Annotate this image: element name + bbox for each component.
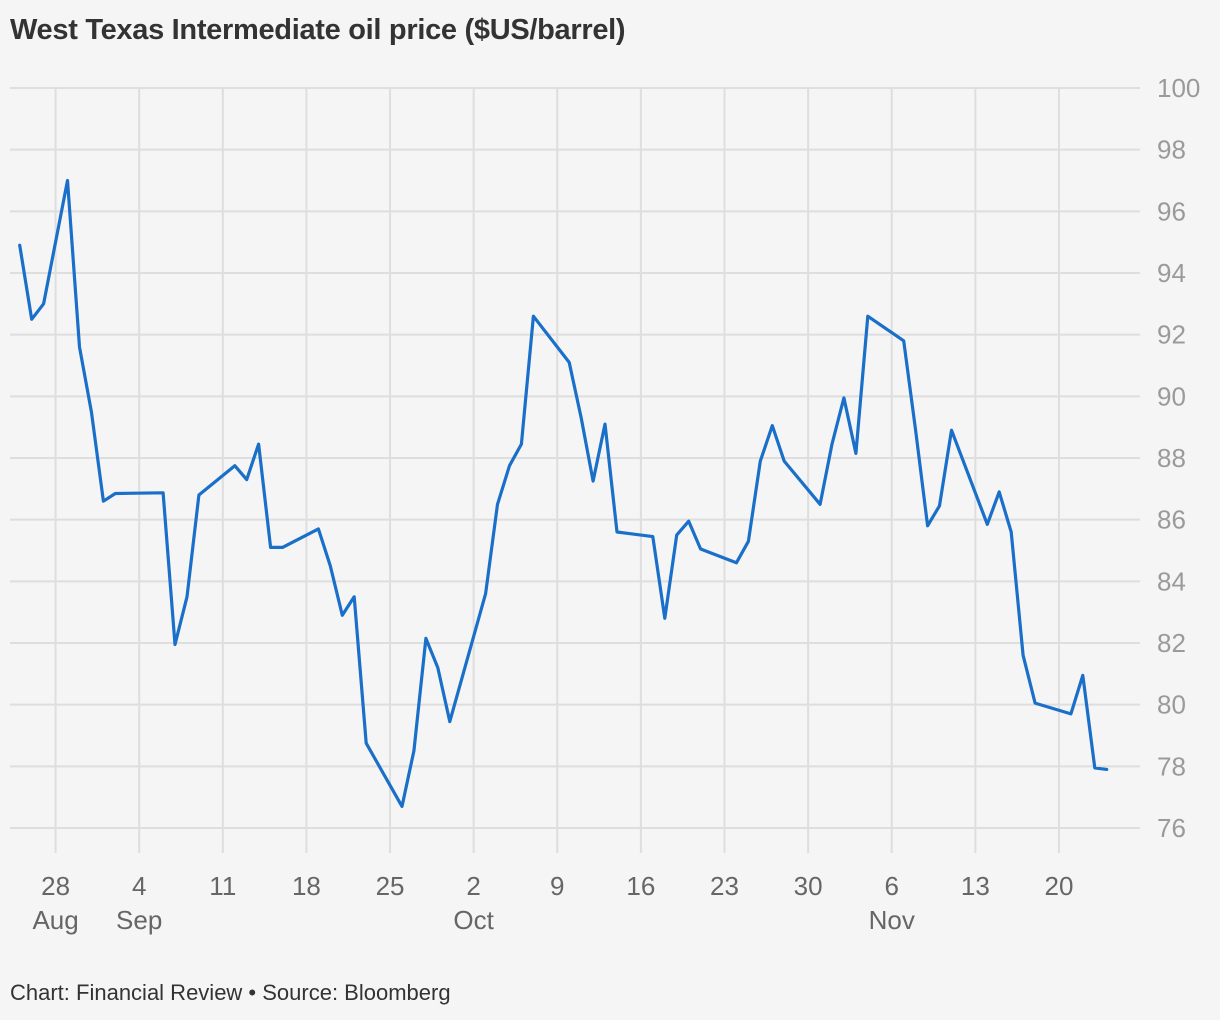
x-tick-label: 9 [550, 871, 564, 901]
x-tick-label: 13 [961, 871, 990, 901]
x-month-label: Sep [116, 905, 162, 935]
x-tick-label: 2 [466, 871, 480, 901]
y-tick-label: 92 [1157, 320, 1186, 350]
y-tick-label: 96 [1157, 196, 1186, 226]
x-tick-label: 20 [1044, 871, 1073, 901]
y-tick-label: 76 [1157, 813, 1186, 843]
x-tick-label: 16 [626, 871, 655, 901]
chart-title: West Texas Intermediate oil price ($US/b… [10, 14, 626, 46]
x-tick-label: 30 [794, 871, 823, 901]
x-month-label: Oct [453, 905, 494, 935]
x-tick-label: 6 [884, 871, 898, 901]
y-tick-label: 84 [1157, 566, 1186, 596]
y-tick-label: 86 [1157, 505, 1186, 535]
x-tick-label: 23 [710, 871, 739, 901]
x-axis: 28 Aug 4 Sep 11 18 25 2 Oct 9 16 23 30 6 Nov 13 20 [32, 871, 1073, 935]
y-tick-label: 90 [1157, 381, 1186, 411]
series-line [18, 178, 1109, 808]
series-layer [18, 178, 1109, 808]
y-tick-label: 80 [1157, 690, 1186, 720]
x-month-label: Aug [32, 905, 78, 935]
y-tick-label: 88 [1157, 443, 1186, 473]
y-axis: 76 78 80 82 84 86 88 90 92 94 96 98 100 [1157, 73, 1200, 843]
x-tick-label: 11 [209, 871, 236, 901]
y-tick-label: 82 [1157, 628, 1186, 658]
y-tick-label: 94 [1157, 258, 1186, 288]
x-month-label: Nov [869, 905, 915, 935]
x-tick-label: 4 [132, 871, 146, 901]
y-tick-label: 78 [1157, 751, 1186, 781]
y-tick-label: 100 [1157, 73, 1200, 103]
chart-source-credit: Chart: Financial Review • Source: Bloomb… [10, 980, 451, 1005]
x-tick-label: 18 [292, 871, 321, 901]
x-tick-label: 25 [376, 871, 405, 901]
x-tick-label: 28 [41, 871, 70, 901]
gridlines [10, 87, 1140, 853]
y-tick-label: 98 [1157, 135, 1186, 165]
